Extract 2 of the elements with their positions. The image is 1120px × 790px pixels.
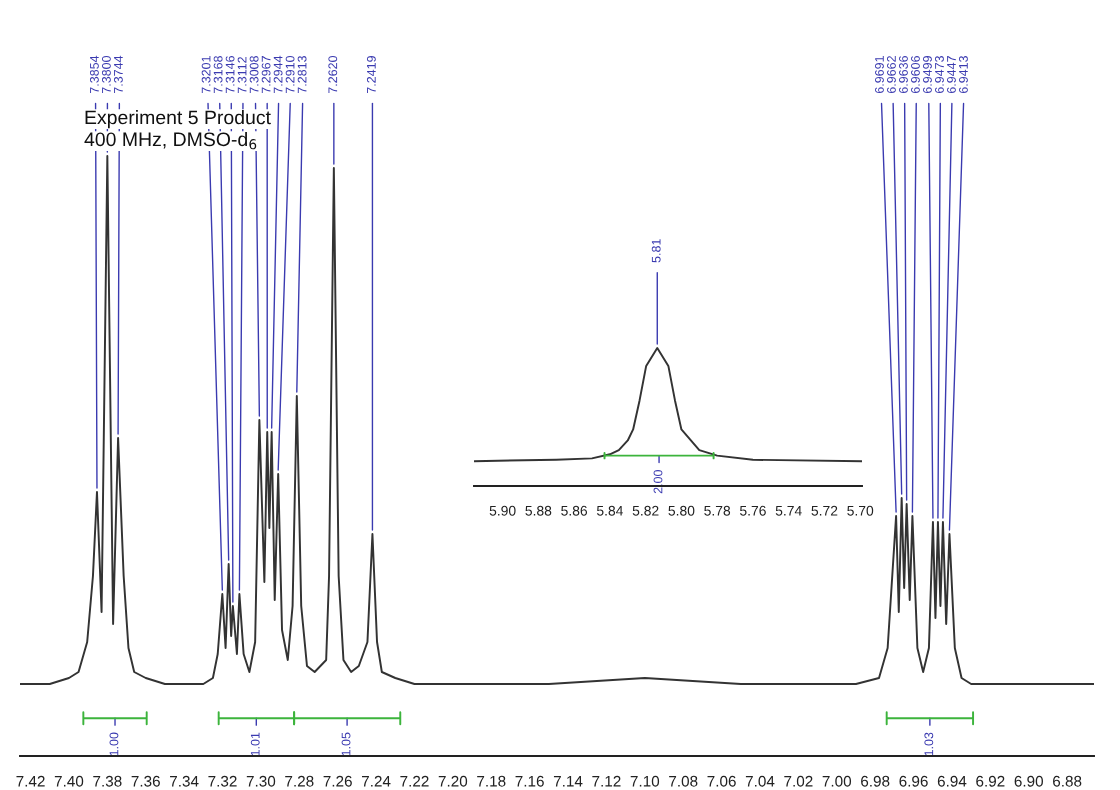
chart-subtitle: 400 MHz, DMSO-d$_{6}$ <box>84 131 257 150</box>
chart-title: Experiment 5 Product <box>85 110 271 129</box>
